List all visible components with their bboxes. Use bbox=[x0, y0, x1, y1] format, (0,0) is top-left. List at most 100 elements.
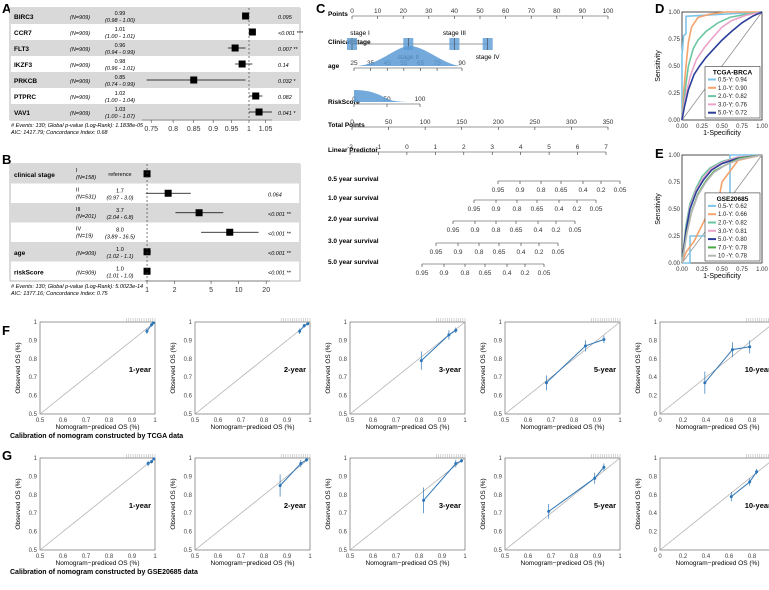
forest-footer-events: # Events: 130; Global p-value (Log-Rank)… bbox=[11, 284, 143, 290]
survival-tick-label: 0.8 bbox=[491, 227, 500, 234]
forest-point bbox=[143, 248, 151, 256]
roc-x-tick-label: 0.00 bbox=[676, 124, 688, 130]
calibration-y-tick-label: 0.4 bbox=[649, 375, 658, 381]
calibration-ylabel: Observed OS (%) bbox=[15, 478, 22, 529]
calibration-y-tick-label: 1 bbox=[189, 320, 193, 326]
forest-hr-label: 8.0 bbox=[116, 227, 124, 233]
calibration-point bbox=[447, 333, 451, 337]
calibration-y-tick-label: 0.7 bbox=[339, 511, 348, 517]
forest-n-label: (N=909) bbox=[76, 251, 96, 257]
calibration-y-tick-label: 0.8 bbox=[29, 493, 38, 499]
calibration-x-tick-label: 0.6 bbox=[59, 418, 68, 424]
survival-tick-label: 0.95 bbox=[468, 206, 481, 213]
calibration-ylabel: Observed OS (%) bbox=[480, 342, 487, 393]
calibration-x-tick-label: 0.9 bbox=[593, 554, 602, 560]
forest-plot-a: BIRC3 (N=909) 0.99(0.98 - 1.00) 0.095 CCR7 (N… bbox=[9, 7, 304, 136]
roc-xlabel: 1-Specificity bbox=[703, 273, 741, 280]
calibration-y-tick-label: 0 bbox=[654, 548, 658, 554]
forest-hr-label: 0.96 bbox=[115, 43, 126, 49]
calibration-x-tick-label: 0.9 bbox=[438, 554, 447, 560]
survival-tick-label: 0.05 bbox=[614, 187, 627, 194]
stage-label: stage I bbox=[350, 30, 370, 37]
calibration-y-tick-label: 1 bbox=[189, 456, 193, 462]
calibration-point bbox=[305, 458, 309, 462]
survival-tick-label: 0.4 bbox=[554, 206, 563, 213]
calibration-point bbox=[145, 329, 149, 333]
calibration-ideal-line bbox=[194, 321, 311, 415]
calibration-x-tick-label: 0.2 bbox=[679, 554, 688, 560]
forest-variable-label: riskScore bbox=[14, 269, 44, 276]
survival-tick-label: 0.65 bbox=[510, 227, 523, 234]
survival-tick-label: 0.2 bbox=[572, 206, 581, 213]
calibration-y-tick-label: 0.5 bbox=[184, 412, 193, 418]
roc-series-line bbox=[681, 11, 763, 120]
survival-tick-label: 0.95 bbox=[492, 187, 505, 194]
panel-letter-e: E bbox=[655, 146, 664, 161]
calibration-x-tick-label: 0.6 bbox=[524, 418, 533, 424]
calibration-x-tick-label: 1 bbox=[618, 554, 622, 560]
roc-y-tick-label: 0.00 bbox=[668, 261, 680, 267]
calibration-x-tick-label: 0.8 bbox=[105, 554, 114, 560]
calibration-period-label: 5-year bbox=[594, 365, 616, 374]
nomogram-tick-label: 90 bbox=[579, 8, 587, 15]
calibration-period-label: 1-year bbox=[129, 365, 151, 374]
calibration-point bbox=[454, 462, 458, 466]
panel-letter-f: F bbox=[2, 323, 10, 338]
calibration-y-tick-label: 0.8 bbox=[494, 493, 503, 499]
forest-p-label: <0.001 ** bbox=[268, 231, 292, 237]
roc-plot-d: 0.000.00 0.25 0.25 0.50 0.50 0.75 0.75 1.00 1.00… bbox=[655, 10, 768, 137]
calibration-point bbox=[422, 498, 426, 502]
calibration-xlabel: Nomogram−prediced OS (%) bbox=[366, 560, 450, 567]
calibration-x-tick-label: 0 bbox=[658, 418, 662, 424]
forest-ci-label: (1.00 - 1.07) bbox=[105, 114, 135, 120]
forest-hr-label: 1.7 bbox=[116, 188, 124, 194]
forest-tick-label: 0.95 bbox=[225, 126, 239, 133]
roc-legend-label: 5.0-Y: 0.80 bbox=[718, 237, 748, 243]
calibration-x-tick-label: 0.7 bbox=[392, 554, 401, 560]
calibration-y-tick-label: 0.9 bbox=[339, 338, 348, 344]
calibration-y-tick-label: 0.7 bbox=[29, 375, 38, 381]
forest-n-label: (N=909) bbox=[70, 31, 90, 37]
calibration-y-tick-label: 1 bbox=[34, 456, 38, 462]
forest-point bbox=[164, 189, 172, 197]
calibration-x-tick-label: 1 bbox=[463, 418, 467, 424]
calibration-y-tick-label: 0.9 bbox=[29, 338, 38, 344]
calibration-caption: Calibration of nomogram constructed by T… bbox=[10, 433, 183, 440]
roc-legend-box bbox=[704, 192, 761, 262]
forest-variable-label: clinical stage bbox=[14, 172, 55, 179]
roc-y-tick-label: 1.00 bbox=[668, 153, 680, 159]
roc-legend-title: TCGA-BRCA bbox=[713, 70, 753, 77]
nomogram-tick-label: 250 bbox=[529, 119, 540, 126]
forest-hr-label: 0.85 bbox=[115, 75, 126, 81]
forest-p-label: 0.14 bbox=[278, 63, 289, 69]
forest-n-label: (N=531) bbox=[76, 194, 96, 200]
forest-row-band bbox=[10, 8, 300, 24]
calibration-xlabel: Nomogram−prediced OS (%) bbox=[676, 424, 760, 431]
forest-variable-label: BIRC3 bbox=[14, 14, 34, 21]
survival-tick-label: 0.4 bbox=[516, 249, 525, 256]
forest-variable-label: FLT3 bbox=[14, 46, 29, 53]
calibration-xlabel: Nomogram−prediced OS (%) bbox=[521, 424, 605, 431]
calibration-row-g: 0.5 0.6 0.7 0.8 0.9 1 0.5 0.6 0.7 0.8 0.9 1 Nomogram… bbox=[10, 454, 769, 576]
forest-hr-label: 1.0 bbox=[116, 247, 124, 253]
calibration-y-tick-label: 0.8 bbox=[339, 357, 348, 363]
forest-tick-label: 1 bbox=[247, 126, 251, 133]
calibration-y-tick-label: 0.6 bbox=[649, 357, 658, 363]
forest-p-label: 0.095 bbox=[278, 15, 293, 21]
calibration-point bbox=[730, 348, 734, 352]
calibration-y-tick-label: 0.8 bbox=[649, 338, 658, 344]
calibration-x-tick-label: 0.7 bbox=[82, 418, 91, 424]
roc-legend-label: 3.0-Y: 0.81 bbox=[718, 229, 748, 235]
calibration-point bbox=[152, 457, 156, 461]
survival-tick-label: 0.2 bbox=[520, 270, 529, 277]
nomogram-tick-label: 30 bbox=[425, 8, 433, 15]
nomogram-tick-label: 6 bbox=[576, 144, 580, 151]
calibration-x-tick-label: 0.9 bbox=[283, 418, 292, 424]
calibration-point bbox=[755, 470, 759, 474]
calibration-x-tick-label: 0.7 bbox=[547, 418, 556, 424]
survival-tick-label: 0.9 bbox=[439, 270, 448, 277]
nomogram-tick-label: 3 bbox=[490, 144, 494, 151]
calibration-caption: Calibration of nomogram constructed by G… bbox=[10, 569, 198, 576]
calibration-ylabel: Observed OS (%) bbox=[15, 342, 22, 393]
